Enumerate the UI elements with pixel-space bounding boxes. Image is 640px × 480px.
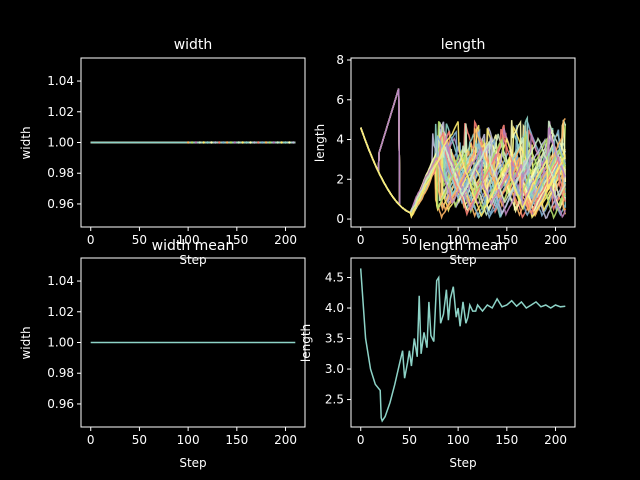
x-tick-label: 150 [225,233,248,247]
y-axis-label: width [19,326,33,359]
series-marker [194,141,198,144]
series-marker [249,141,252,144]
series-marker [241,141,244,144]
y-axis-label: width [19,126,33,159]
y-tick-label: 1.02 [47,105,74,119]
series-marker [206,141,209,144]
y-tick-label: 1.00 [47,336,74,350]
y-tick-label: 1.04 [47,274,74,288]
plot-area [90,141,296,144]
series-marker [186,141,190,144]
y-tick-label: 0.96 [47,397,74,411]
y-tick-label: 3.0 [325,362,344,376]
series-marker [257,141,260,144]
x-tick-label: 150 [495,433,518,447]
x-tick-label: 50 [402,233,417,247]
y-tick-label: 0.98 [47,366,74,380]
subplot-title: length [441,37,486,53]
series-marker [264,141,268,144]
y-tick-label: 1.04 [47,74,74,88]
x-axis-label: Step [179,253,206,267]
series-marker [272,141,276,144]
y-tick-label: 1.00 [47,136,74,150]
series-marker [292,141,295,144]
y-tick-label: 8 [336,53,344,67]
series-marker [202,141,205,144]
x-tick-label: 100 [177,233,200,247]
y-axis-label: length [299,324,313,362]
x-tick-label: 100 [177,433,200,447]
y-tick-label: 0.98 [47,166,74,180]
y-tick-label: 2 [336,172,344,186]
series-marker [237,141,240,144]
x-tick-label: 50 [132,433,147,447]
series-marker [268,141,272,144]
series-marker [198,141,202,144]
x-axis-label: Step [179,456,206,470]
series-line [359,121,567,220]
series-marker [260,141,264,144]
axes-frame [350,57,576,228]
x-tick-label: 100 [447,233,470,247]
plot-area [359,88,567,220]
series-marker [218,141,221,144]
series-marker [214,141,217,144]
series-marker [221,141,225,144]
y-tick-label: 4 [336,133,344,147]
series-line [359,268,566,423]
x-tick-label: 150 [225,433,248,447]
y-tick-label: 0.96 [47,197,74,211]
x-tick-label: 200 [544,433,567,447]
y-tick-label: 1.02 [47,305,74,319]
axes-frame [350,257,576,428]
subplot-width: width Step width 0 50 100 150 200 0.96 0.98 1.0… [19,37,306,267]
series-marker [284,141,287,144]
x-axis-label: Step [449,253,476,267]
y-tick-label: 4.0 [325,301,344,315]
y-tick-label: 6 [336,93,344,107]
plot-area [359,268,566,423]
series-marker [276,141,279,144]
series-marker [253,141,256,144]
subplot-length-mean: length mean Step length 0 50 100 150 200 2.5 3… [299,238,576,470]
x-tick-label: 50 [132,233,147,247]
series-marker [190,141,194,144]
x-tick-label: 100 [447,433,470,447]
subplot-length: length Step length 0 50 100 150 200 0 2 4 6 8 [313,37,576,267]
x-tick-label: 150 [495,233,518,247]
series-marker [229,141,233,144]
subplot-title: width [174,37,213,53]
series-marker [288,141,291,144]
x-tick-label: 50 [402,433,417,447]
x-tick-label: 200 [274,433,297,447]
series-marker [233,141,237,144]
series-marker [245,141,248,144]
y-tick-label: 3.5 [325,332,344,346]
y-tick-label: 2.5 [325,393,344,407]
y-tick-label: 0 [336,212,344,226]
subplot-title: width mean [152,238,235,254]
series-marker [225,141,229,144]
x-tick-label: 200 [274,233,297,247]
x-tick-label: 0 [357,233,365,247]
x-tick-label: 0 [87,233,95,247]
subplot-width-mean: width mean Step width 0 50 100 150 200 0.96 0.… [19,238,306,470]
x-tick-label: 200 [544,233,567,247]
series-marker [280,141,283,144]
y-tick-label: 4.5 [325,271,344,285]
x-tick-label: 0 [87,433,95,447]
subplot-title: length mean [419,238,508,254]
series-marker [210,141,213,144]
y-axis-label: length [313,124,327,162]
x-axis-label: Step [449,456,476,470]
x-tick-label: 0 [357,433,365,447]
